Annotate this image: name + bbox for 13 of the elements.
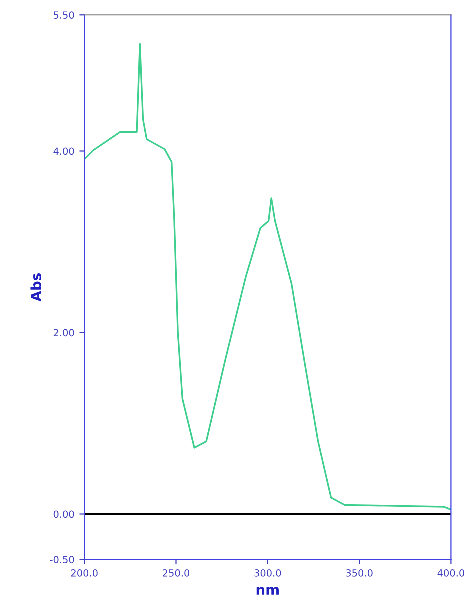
x-axis-title: nm [256,587,279,595]
y-tick-label: 4.00 [54,148,74,156]
x-tick-label: 300.0 [254,570,282,577]
y-tick-label: 0.00 [54,510,74,518]
line-series [84,43,452,511]
y-tick-label: -0.50 [50,556,74,564]
x-tick-label: 350.0 [346,570,373,577]
y-tick-label: 2.00 [54,329,74,337]
x-tick-label: 200.0 [71,570,98,577]
x-tick-label: 400.0 [438,570,464,577]
y-tick-label: 5.50 [54,12,74,19]
y-axis-title: Abs [30,274,42,302]
x-tick-label: 250.0 [163,570,190,577]
